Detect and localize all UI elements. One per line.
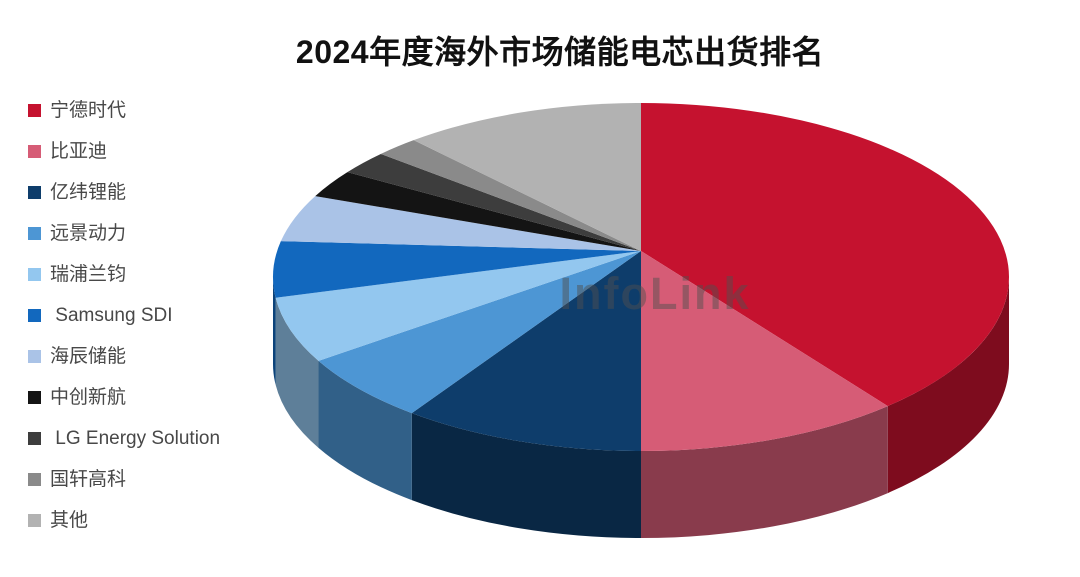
pie-slice-6[interactable] [273, 241, 641, 298]
legend-swatch [28, 309, 41, 322]
legend-label: 海辰储能 [50, 346, 127, 367]
legend-item-5[interactable]: 瑞浦兰钧 [28, 254, 220, 295]
chart-legend: 宁德时代 比亚迪 亿纬锂能 远景动力 瑞浦兰钧 Samsung SDI 海辰储能 中创新航 … [28, 90, 220, 541]
legend-item-2[interactable]: 比亚迪 [28, 131, 220, 172]
legend-label: 比亚迪 [50, 141, 108, 162]
legend-item-10[interactable]: 国轩高科 [28, 459, 220, 500]
pie-slice-8[interactable] [315, 172, 641, 251]
legend-item-11[interactable]: 其他 [28, 500, 220, 541]
legend-swatch [28, 268, 41, 281]
pie-slice-side-1 [887, 277, 1009, 494]
legend-label: Samsung SDI [50, 305, 173, 326]
pie-slice-side-4 [318, 360, 412, 501]
pie-slice-10[interactable] [380, 140, 641, 251]
legend-label: 国轩高科 [50, 469, 127, 490]
legend-item-3[interactable]: 亿纬锂能 [28, 172, 220, 213]
legend-item-7[interactable]: 海辰储能 [28, 336, 220, 377]
pie-slice-2[interactable] [641, 251, 888, 451]
legend-label: 其他 [50, 510, 89, 531]
legend-label: 亿纬锂能 [50, 182, 127, 203]
pie-slice-4[interactable] [318, 251, 641, 414]
legend-item-6[interactable]: Samsung SDI [28, 295, 220, 336]
legend-item-4[interactable]: 远景动力 [28, 213, 220, 254]
legend-swatch [28, 186, 41, 199]
legend-label: LG Energy Solution [50, 428, 221, 449]
pie-slice-7[interactable] [280, 196, 641, 251]
pie-slice-5[interactable] [275, 251, 641, 361]
pie-slice-side-2 [641, 406, 888, 538]
legend-label: 瑞浦兰钧 [50, 264, 127, 285]
chart-title: 2024年度海外市场储能电芯出货排名 [295, 34, 825, 70]
legend-swatch [28, 391, 41, 404]
legend-swatch [28, 514, 41, 527]
legend-swatch [28, 145, 41, 158]
pie-slice-side-3 [411, 413, 641, 539]
legend-item-1[interactable]: 宁德时代 [28, 90, 220, 131]
legend-swatch [28, 227, 41, 240]
pie-slice-side-6 [273, 277, 276, 385]
pie-slice-11[interactable] [413, 103, 641, 251]
legend-label: 中创新航 [50, 387, 127, 408]
legend-swatch [28, 350, 41, 363]
pie-slice-1[interactable] [641, 103, 1010, 407]
pie-slice-9[interactable] [347, 153, 641, 251]
legend-label: 宁德时代 [50, 100, 127, 121]
pie-slice-side-5 [275, 297, 319, 448]
legend-swatch [28, 473, 41, 486]
legend-item-9[interactable]: LG Energy Solution [28, 418, 220, 459]
pie-slice-3[interactable] [411, 251, 641, 451]
legend-item-8[interactable]: 中创新航 [28, 377, 220, 418]
legend-swatch [28, 104, 41, 117]
legend-swatch [28, 432, 41, 445]
legend-label: 远景动力 [50, 223, 127, 244]
